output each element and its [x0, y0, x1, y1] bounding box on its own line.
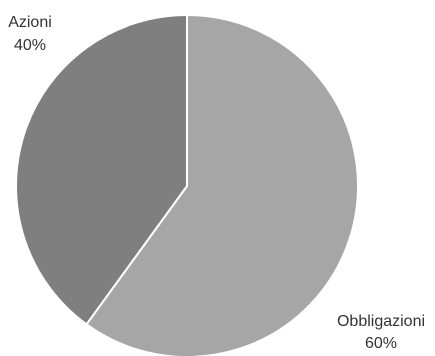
pie-slices — [15, 13, 359, 356]
slice-label-obbligazioni-name: Obbligazioni — [337, 313, 425, 330]
pie-labels: Azioni 40% Obbligazioni 60% — [8, 14, 425, 352]
slice-label-azioni-value: 40% — [14, 37, 46, 54]
pie-slice-obbligazioni — [85, 13, 359, 356]
slice-label-azioni-name: Azioni — [8, 14, 52, 31]
slice-label-obbligazioni-value: 60% — [365, 335, 397, 352]
pie-slice-azioni — [15, 13, 188, 326]
